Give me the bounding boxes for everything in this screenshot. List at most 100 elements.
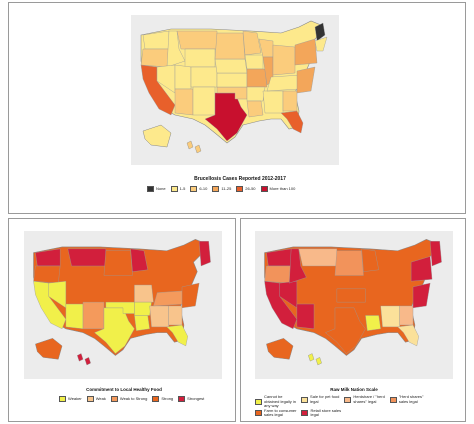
state-louisiana [365,315,381,331]
legend-label: 1-5 [179,185,186,191]
brucellosis-caption: Brucellosis Cases Reported 2012-2017 [194,176,286,182]
legend-label: Strong [161,395,174,401]
state-texas [325,307,366,354]
state-dakotas [214,32,246,60]
state-arizona [174,88,194,116]
legend-label: Weak [95,395,106,401]
state-alaska [142,124,172,148]
legend-item: Weak [86,395,106,402]
state-dakotas [103,250,133,276]
state-pennsylvania-ny [410,256,433,282]
legend-label: Cannot be obtained legally in any way [264,394,297,408]
local-food-caption: Commitment to Local Healthy Food [86,387,162,392]
state-iowa [244,54,264,70]
state-mississippi-alabama [262,90,284,114]
state-florida [280,110,304,134]
legend-item: "Herd shares" sales legal [389,394,424,404]
state-new-england-none [314,22,326,42]
state-new-mexico [82,301,105,329]
state-mississippi-alabama [380,305,400,328]
local-food-legend: Weaker Weak Weak to Strong Strong Strong… [59,396,229,402]
legend-label: Weaker [68,395,82,401]
state-minnesota [130,248,148,272]
legend-label: None [156,185,166,191]
legend-item: 1-5 [170,185,186,192]
state-idaho [166,30,186,68]
state-texas [94,307,135,354]
legend-item: Strongest [178,396,204,402]
state-arizona [296,303,315,330]
legend-label: Herdshare / "herd shares" legal [353,394,385,404]
state-montana [298,248,338,267]
state-georgia [399,305,414,326]
legend-item: Sale for pet food legal [301,394,340,404]
legend-item: Herdshare / "herd shares" legal [344,394,385,404]
state-georgia [282,90,298,112]
legend-label: 11-25 [221,185,232,191]
state-nebraska [214,58,248,74]
state-wyoming [184,48,216,68]
state-arkansas [246,86,266,102]
legend-swatch [59,396,66,402]
state-georgia [168,305,183,326]
state-hawaii [308,353,322,366]
raw-milk-caption: Raw Milk Nation Scale [330,387,378,392]
state-minnesota [361,248,379,272]
state-alaska [266,338,294,360]
legend-item: Retail store sales legal [301,407,342,418]
state-colorado [190,66,218,88]
legend-label: Retail store sales legal [310,407,342,417]
legend-item: More than 100 [260,185,296,192]
state-missouri [246,68,268,88]
state-michigan-ohio [272,44,296,76]
state-dakotas [334,250,364,276]
legend-item: 11-25 [212,186,231,192]
legend-label: Strongest [187,395,205,401]
state-oregon [33,265,61,284]
state-oregon [264,265,292,284]
state-hawaii [186,140,202,154]
state-montana [67,248,107,267]
state-carolinas-virginia [181,282,200,309]
state-new-england [429,241,442,267]
legend-swatch [190,186,198,192]
legend-label: More than 100 [269,185,296,191]
brucellosis-map-svg [140,20,328,154]
state-kansas [216,72,248,88]
raw-milk-legend: Cannot be obtained legally in any way Sa… [255,394,461,418]
legend-item: Weaker [59,396,82,402]
legend-label: Weak to Strong [119,395,148,401]
legend-label: "Herd shares" sales legal [398,394,424,404]
legend-item: None [147,186,166,192]
state-minnesota [242,30,262,56]
legend-label: Sale for pet food legal [310,394,340,404]
legend-label: Farm to consumer sales legal [264,407,297,417]
legend-swatch [152,396,160,402]
legend-swatch [178,396,186,402]
state-louisiana [134,315,150,331]
local-food-panel: Commitment to Local Healthy Food Weaker … [8,218,236,422]
legend-swatch [344,396,352,403]
state-carolinas-virginia [296,66,316,94]
state-pennsylvania-ny [294,38,318,66]
legend-swatch [260,186,268,192]
raw-milk-map [255,231,453,379]
state-tennessee-kentucky [266,74,302,92]
state-arkansas [134,301,152,316]
state-tennessee-kentucky [153,290,187,307]
local-food-map [24,231,222,379]
brucellosis-map [131,15,339,165]
state-kansas [336,288,366,303]
legend-label: 26-50 [245,185,256,191]
state-florida [397,324,419,347]
brucellosis-legend: None 1-5 6-10 11-25 26-50 More than 100 [147,186,347,192]
raw-milk-panel: Raw Milk Nation Scale Cannot be obtained… [240,218,466,422]
raw-milk-map-svg [264,239,442,366]
state-idaho [289,248,307,284]
state-new-england [314,36,328,52]
legend-swatch [301,396,309,403]
legend-swatch [255,410,262,416]
state-montana [176,30,218,50]
legend-item: Weak to Strong [110,395,148,402]
state-carolinas-virginia [412,282,431,309]
